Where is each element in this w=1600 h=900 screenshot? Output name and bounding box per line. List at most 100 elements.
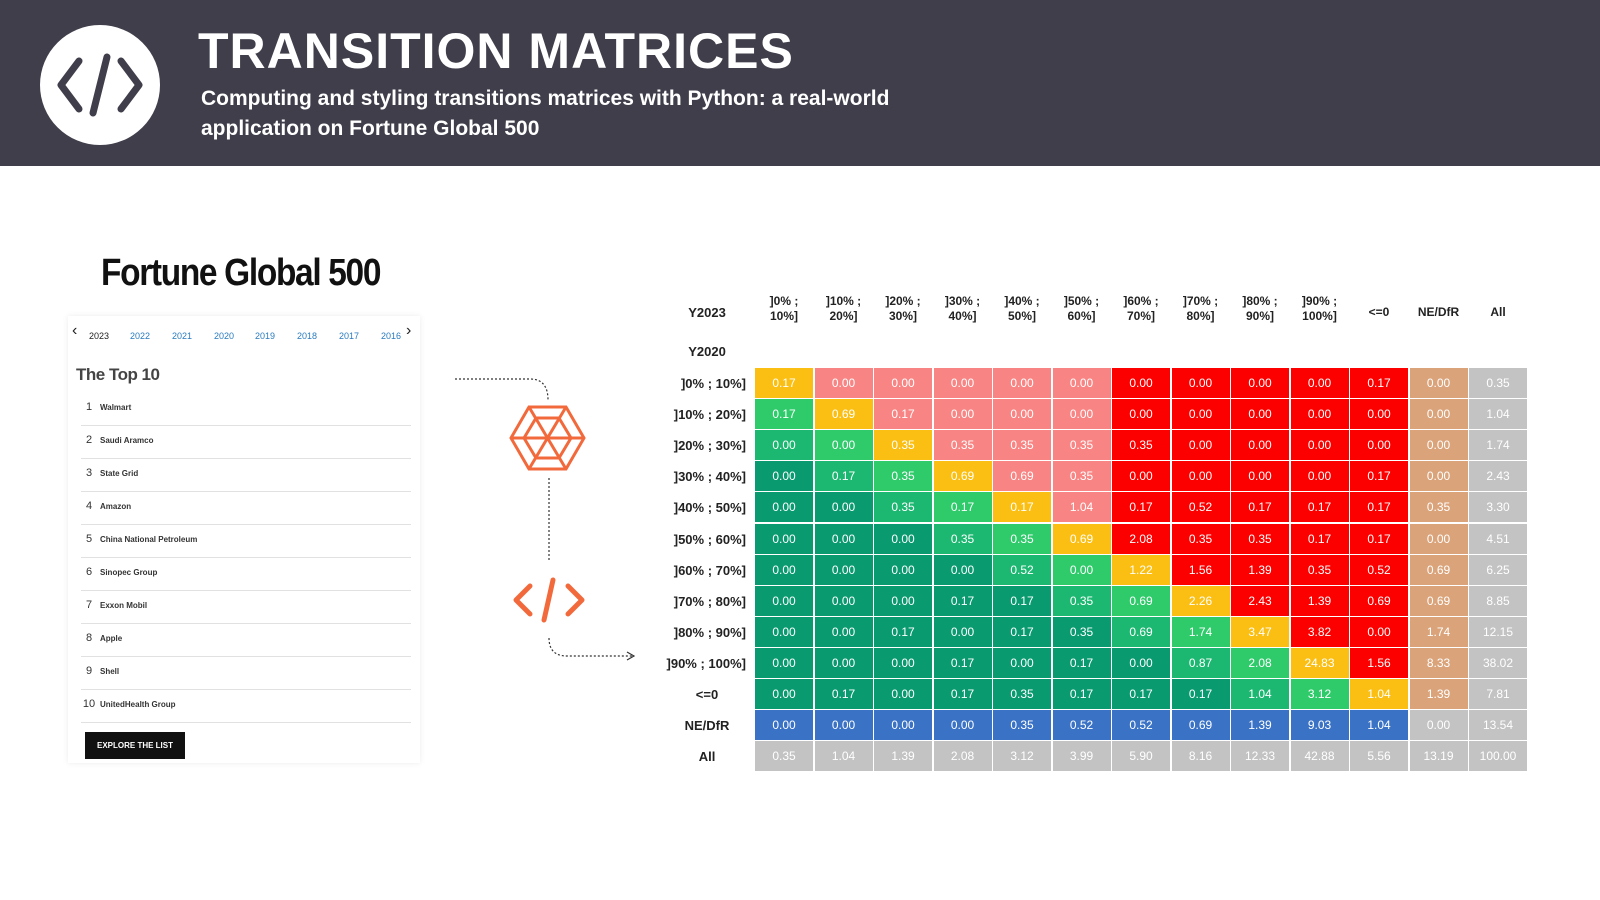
matrix-cell: 0.00 (1409, 710, 1469, 742)
column-header-line: <=0 (1368, 305, 1390, 319)
matrix-cell: 0.00 (1290, 368, 1350, 399)
matrix-cell: 1.04 (814, 741, 874, 773)
year-selector: ‹ 2023 2022 2021 2020 2019 2018 2017 201… (68, 316, 420, 352)
column-header: ]50% ; 60%] (1053, 294, 1111, 324)
list-item[interactable]: 9 Shell (81, 657, 411, 690)
matrix-cell: 1.74 (1469, 430, 1528, 462)
matrix-cell: 0.17 (1052, 647, 1112, 679)
matrix-cell: 0.35 (1052, 585, 1112, 617)
chevron-right-icon[interactable]: › (406, 322, 412, 339)
year-tab[interactable]: 2021 (172, 331, 193, 341)
matrix-cell: 0.00 (1112, 368, 1171, 399)
matrix-cell: 0.00 (814, 585, 874, 617)
matrix-cell: 0.17 (755, 399, 814, 431)
matrix-cell: 3.12 (993, 741, 1052, 773)
column-header-line: 90%] (1245, 309, 1274, 323)
matrix-cell: 0.35 (1290, 554, 1350, 586)
matrix-cell: 0.00 (933, 710, 993, 742)
list-item[interactable]: 5 China National Petroleum (81, 525, 411, 558)
matrix-cell: 0.00 (755, 647, 814, 679)
matrix-cell: 0.00 (933, 368, 993, 399)
matrix-cell: 0.52 (993, 554, 1052, 586)
matrix-cell: 0.00 (755, 523, 814, 555)
list-item[interactable]: 7 Exxon Mobil (81, 591, 411, 624)
list-item[interactable]: 6 Sinopec Group (81, 558, 411, 591)
matrix-cell: 0.17 (1112, 679, 1171, 710)
fortune-card: ‹ 2023 2022 2021 2020 2019 2018 2017 201… (68, 316, 420, 763)
matrix-cell: 2.43 (1231, 585, 1290, 617)
matrix-cell: 1.39 (874, 741, 933, 773)
explore-list-button[interactable]: EXPLORE THE LIST (85, 732, 185, 759)
connector-line (455, 378, 549, 401)
row-header: ]60% ; 70%] (673, 562, 746, 578)
page-title: TRANSITION MATRICES (198, 23, 794, 79)
matrix-cell: 8.33 (1409, 647, 1469, 679)
year-tab[interactable]: 2022 (130, 331, 151, 341)
row-header: ]70% ; 80%] (673, 593, 746, 609)
matrix-cell: 8.85 (1469, 585, 1528, 617)
arrow-head-icon (626, 651, 636, 661)
list-item[interactable]: 4 Amazon (81, 492, 411, 525)
row-header: <=0 (695, 687, 719, 702)
matrix-cell: 0.35 (1112, 430, 1171, 462)
matrix-cell: 0.17 (814, 461, 874, 493)
matrix-cell: 9.03 (1290, 710, 1350, 742)
matrix-cell: 0.35 (874, 430, 933, 462)
matrix-cell: 0.17 (1231, 492, 1290, 524)
logo (40, 25, 160, 145)
column-header-line: ]80% ; (1242, 294, 1278, 308)
matrix-cell: 0.00 (1409, 368, 1469, 399)
matrix-cell: 0.69 (1112, 616, 1171, 648)
column-header: ]80% ; 90%] (1231, 294, 1289, 324)
rank-number: 9 (85, 665, 93, 677)
matrix-cell: 0.17 (1052, 679, 1112, 710)
page-subtitle: Computing and styling transitions matric… (201, 87, 890, 140)
list-item[interactable]: 1 Walmart (81, 393, 411, 426)
matrix-cell: 0.35 (1171, 523, 1231, 555)
rank-number: 10 (82, 698, 96, 710)
matrix-cell: 0.00 (1290, 461, 1350, 493)
year-tab[interactable]: 2016 (381, 331, 402, 341)
column-header-line: 30%] (888, 309, 917, 323)
year-tab[interactable]: 2023 (89, 331, 110, 341)
matrix-cell: 2.26 (1171, 585, 1231, 617)
matrix-cell: 0.69 (1409, 554, 1469, 586)
matrix-cell: 0.00 (1231, 430, 1290, 462)
year-tab[interactable]: 2018 (297, 331, 318, 341)
chevron-left-icon[interactable]: ‹ (72, 322, 78, 339)
list-item[interactable]: 3 State Grid (81, 459, 411, 492)
list-item[interactable]: 8 Apple (81, 624, 411, 657)
year-tab[interactable]: 2019 (255, 331, 276, 341)
matrix-cell: 0.17 (1350, 523, 1409, 555)
matrix-cell: 0.00 (814, 554, 874, 586)
matrix-cell: 0.69 (1112, 585, 1171, 617)
matrix-cell: 0.00 (814, 523, 874, 555)
year-tab[interactable]: 2017 (339, 331, 360, 341)
matrix-cell: 0.00 (933, 554, 993, 586)
column-header: ]90% ; 100%] (1291, 294, 1349, 324)
matrix-cell: 0.17 (755, 368, 814, 399)
company-name: State Grid (100, 469, 139, 478)
matrix-cell: 0.00 (1350, 399, 1409, 431)
matrix-cell: 0.52 (1171, 492, 1231, 524)
matrix-cell: 13.19 (1409, 741, 1469, 773)
matrix-cell: 0.35 (755, 741, 814, 773)
column-header-line: ]60% ; (1123, 294, 1159, 308)
list-item[interactable]: 10 UnitedHealth Group (81, 690, 411, 723)
matrix-cell: 0.35 (1052, 616, 1112, 648)
matrix-cell: 0.35 (993, 430, 1052, 462)
year-tab[interactable]: 2020 (214, 331, 235, 341)
matrix-cell: 8.16 (1171, 741, 1231, 773)
matrix-cell: 2.08 (1231, 647, 1290, 679)
fortune-title: Fortune Global 500 (101, 252, 381, 294)
matrix-cell: 0.17 (933, 585, 993, 617)
column-header: ]40% ; 50%] (993, 294, 1051, 324)
matrix-cell: 24.83 (1290, 647, 1350, 679)
company-name: Shell (100, 667, 120, 676)
row-header: ]0% ; 10%] (680, 376, 746, 391)
matrix-cell: 0.17 (993, 585, 1052, 617)
matrix-cell: 0.35 (933, 430, 993, 462)
company-name: China National Petroleum (100, 535, 198, 544)
list-item[interactable]: 2 Saudi Aramco (81, 426, 411, 459)
matrix-cell: 0.17 (1350, 492, 1409, 524)
